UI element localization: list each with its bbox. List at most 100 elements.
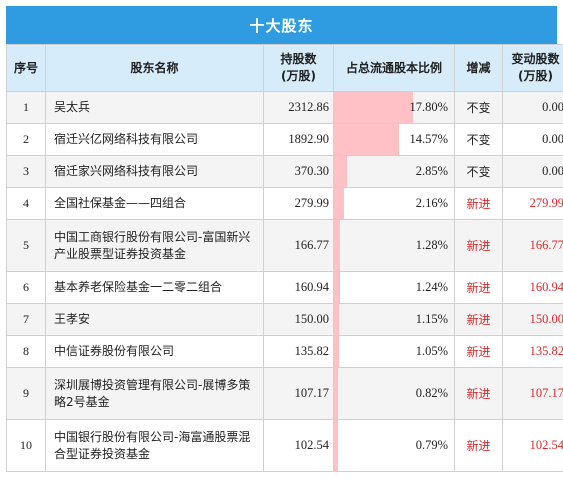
change-shares: 0.00 bbox=[502, 91, 563, 124]
change-status: 不变 bbox=[454, 155, 503, 188]
ratio-bar bbox=[334, 92, 414, 123]
table-row: 9 深圳展博投资管理有限公司-展博多策略2号基金 107.17 0.82% 新进 107.… bbox=[6, 367, 563, 420]
table-row: 4 全国社保基金——四组合 279.99 2.16% 新进 279.99 bbox=[6, 187, 563, 220]
ratio-value: 14.57% bbox=[409, 132, 448, 146]
ratio-cell: 1.15% bbox=[333, 303, 455, 336]
col-header-name: 股东名称 bbox=[45, 44, 264, 92]
change-shares: 135.82 bbox=[502, 335, 563, 368]
change-status: 不变 bbox=[454, 91, 503, 124]
table-row: 6 基本养老保险基金一二零二组合 160.94 1.24% 新进 160.94 bbox=[6, 271, 563, 304]
shareholder-name: 深圳展博投资管理有限公司-展博多策略2号基金 bbox=[45, 367, 264, 420]
col-header-ratio: 占总流通股本比例 bbox=[333, 44, 455, 92]
change-shares: 0.00 bbox=[502, 155, 563, 188]
ratio-bar bbox=[334, 336, 339, 367]
shareholder-name: 宿迁兴亿网络科技有限公司 bbox=[45, 123, 264, 156]
shareholder-name: 宿迁家兴网络科技有限公司 bbox=[45, 155, 264, 188]
col-header-delta: 变动股数 (万股) bbox=[502, 44, 563, 92]
shares-held: 2312.86 bbox=[263, 91, 334, 124]
col-header-change: 增减 bbox=[454, 44, 503, 92]
col-header-shares: 持股数 (万股) bbox=[263, 44, 334, 92]
ratio-bar bbox=[334, 156, 347, 187]
shareholder-name: 王孝安 bbox=[45, 303, 264, 336]
change-shares: 0.00 bbox=[502, 123, 563, 156]
col-header-index: 序号 bbox=[6, 44, 46, 92]
ratio-cell: 0.82% bbox=[333, 367, 455, 420]
ratio-value: 0.79% bbox=[415, 438, 448, 452]
ratio-value: 1.24% bbox=[415, 280, 448, 294]
table-row: 3 宿迁家兴网络科技有限公司 370.30 2.85% 不变 0.00 bbox=[6, 155, 563, 188]
change-shares: 160.94 bbox=[502, 271, 563, 304]
shareholders-table: 序号 股东名称 持股数 (万股) 占总流通股本比例 增减 变动股数 (万股) 1… bbox=[6, 44, 563, 472]
table-row: 10 中国银行股份有限公司-海富通股票混合型证券投资基金 102.54 0.79% 新进… bbox=[6, 419, 563, 472]
ratio-value: 0.82% bbox=[415, 386, 448, 400]
change-shares: 166.77 bbox=[502, 219, 563, 272]
ratio-value: 1.28% bbox=[415, 238, 448, 252]
ratio-bar bbox=[334, 368, 338, 419]
ratio-cell: 2.85% bbox=[333, 155, 455, 188]
row-index: 7 bbox=[6, 303, 46, 336]
change-shares: 102.54 bbox=[502, 419, 563, 472]
row-index: 1 bbox=[6, 91, 46, 124]
shareholder-name: 中信证券股份有限公司 bbox=[45, 335, 264, 368]
row-index: 9 bbox=[6, 367, 46, 420]
ratio-value: 1.15% bbox=[415, 312, 448, 326]
ratio-bar bbox=[334, 124, 399, 155]
shares-held: 135.82 bbox=[263, 335, 334, 368]
shares-held: 102.54 bbox=[263, 419, 334, 472]
shares-held: 166.77 bbox=[263, 219, 334, 272]
row-index: 5 bbox=[6, 219, 46, 272]
top-shareholders-panel: 十大股东 序号 股东名称 持股数 (万股) 占总流通股本比例 增减 变动股数 (… bbox=[6, 6, 563, 472]
ratio-value: 17.80% bbox=[409, 100, 448, 114]
row-index: 2 bbox=[6, 123, 46, 156]
ratio-cell: 14.57% bbox=[333, 123, 455, 156]
shares-held: 160.94 bbox=[263, 271, 334, 304]
ratio-bar bbox=[334, 188, 344, 219]
table-header-row: 序号 股东名称 持股数 (万股) 占总流通股本比例 增减 变动股数 (万股) bbox=[6, 44, 563, 92]
ratio-bar bbox=[334, 220, 340, 271]
shares-held: 1892.90 bbox=[263, 123, 334, 156]
change-status: 新进 bbox=[454, 187, 503, 220]
ratio-bar bbox=[334, 420, 338, 471]
table-row: 2 宿迁兴亿网络科技有限公司 1892.90 14.57% 不变 0.00 bbox=[6, 123, 563, 156]
table-row: 7 王孝安 150.00 1.15% 新进 150.00 bbox=[6, 303, 563, 336]
table-row: 5 中国工商银行股份有限公司-富国新兴产业股票型证券投资基金 166.77 1.28%… bbox=[6, 219, 563, 272]
shares-held: 150.00 bbox=[263, 303, 334, 336]
change-status: 新进 bbox=[454, 419, 503, 472]
row-index: 6 bbox=[6, 271, 46, 304]
ratio-bar bbox=[334, 272, 340, 303]
shares-held: 279.99 bbox=[263, 187, 334, 220]
change-status: 不变 bbox=[454, 123, 503, 156]
shareholder-name: 基本养老保险基金一二零二组合 bbox=[45, 271, 264, 304]
shareholder-name: 吴太兵 bbox=[45, 91, 264, 124]
table-row: 8 中信证券股份有限公司 135.82 1.05% 新进 135.82 bbox=[6, 335, 563, 368]
row-index: 4 bbox=[6, 187, 46, 220]
ratio-bar bbox=[334, 304, 340, 335]
ratio-cell: 17.80% bbox=[333, 91, 455, 124]
change-shares: 107.17 bbox=[502, 367, 563, 420]
row-index: 10 bbox=[6, 419, 46, 472]
change-status: 新进 bbox=[454, 367, 503, 420]
change-status: 新进 bbox=[454, 335, 503, 368]
ratio-value: 2.85% bbox=[415, 164, 448, 178]
ratio-value: 2.16% bbox=[415, 196, 448, 210]
shares-held: 107.17 bbox=[263, 367, 334, 420]
change-shares: 279.99 bbox=[502, 187, 563, 220]
shareholder-name: 中国银行股份有限公司-海富通股票混合型证券投资基金 bbox=[45, 419, 264, 472]
change-status: 新进 bbox=[454, 271, 503, 304]
ratio-cell: 2.16% bbox=[333, 187, 455, 220]
change-status: 新进 bbox=[454, 303, 503, 336]
ratio-value: 1.05% bbox=[415, 344, 448, 358]
panel-title: 十大股东 bbox=[6, 6, 557, 44]
shareholder-name: 中国工商银行股份有限公司-富国新兴产业股票型证券投资基金 bbox=[45, 219, 264, 272]
ratio-cell: 1.05% bbox=[333, 335, 455, 368]
change-status: 新进 bbox=[454, 219, 503, 272]
row-index: 8 bbox=[6, 335, 46, 368]
shareholder-name: 全国社保基金——四组合 bbox=[45, 187, 264, 220]
table-row: 1 吴太兵 2312.86 17.80% 不变 0.00 bbox=[6, 91, 563, 124]
row-index: 3 bbox=[6, 155, 46, 188]
ratio-cell: 1.28% bbox=[333, 219, 455, 272]
ratio-cell: 0.79% bbox=[333, 419, 455, 472]
shares-held: 370.30 bbox=[263, 155, 334, 188]
change-shares: 150.00 bbox=[502, 303, 563, 336]
ratio-cell: 1.24% bbox=[333, 271, 455, 304]
